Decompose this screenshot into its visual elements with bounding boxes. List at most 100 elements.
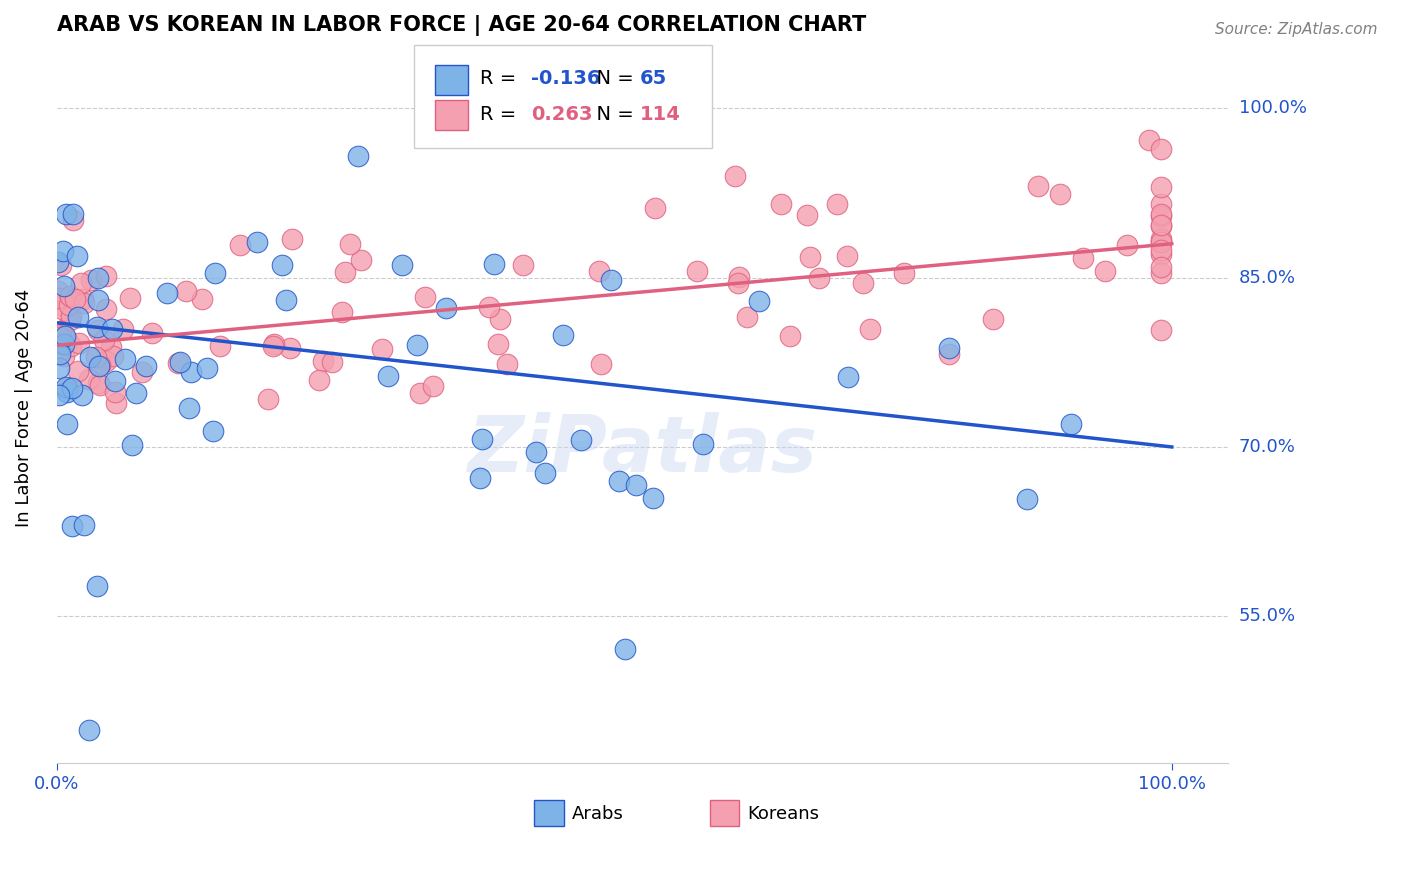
- Point: [1116, 238, 1139, 252]
- Point: [471, 432, 494, 446]
- Point: [104, 385, 127, 400]
- Point: [339, 237, 361, 252]
- Point: [51, 336, 73, 351]
- Point: [1071, 251, 1094, 265]
- Point: [131, 366, 153, 380]
- Point: [470, 471, 492, 485]
- Point: [53, 337, 76, 351]
- Text: N =: N =: [583, 70, 640, 88]
- Point: [728, 270, 751, 285]
- Point: [478, 300, 501, 314]
- Point: [312, 354, 335, 368]
- Point: [422, 379, 444, 393]
- Point: [72, 292, 94, 306]
- Point: [495, 357, 517, 371]
- Point: [49, 324, 72, 338]
- Point: [391, 258, 413, 272]
- Point: [893, 266, 915, 280]
- Point: [271, 259, 294, 273]
- Point: [614, 641, 637, 656]
- Point: [46, 255, 69, 269]
- Point: [727, 276, 749, 290]
- Text: R =: R =: [481, 70, 523, 88]
- Point: [66, 310, 89, 324]
- Point: [686, 264, 709, 278]
- Point: [644, 201, 666, 215]
- Point: [553, 328, 575, 343]
- Point: [796, 209, 818, 223]
- Point: [180, 365, 202, 379]
- Point: [87, 271, 110, 285]
- Point: [60, 338, 83, 352]
- Point: [278, 341, 301, 355]
- FancyBboxPatch shape: [710, 800, 740, 826]
- Point: [779, 329, 801, 343]
- Point: [983, 311, 1005, 326]
- Point: [229, 238, 252, 252]
- Point: [641, 491, 664, 505]
- Point: [77, 723, 100, 738]
- Point: [53, 329, 76, 343]
- Point: [246, 235, 269, 250]
- Point: [1094, 264, 1116, 278]
- Point: [262, 339, 284, 353]
- Point: [70, 276, 93, 290]
- Point: [141, 326, 163, 340]
- Point: [135, 359, 157, 373]
- Point: [93, 333, 115, 347]
- Point: [53, 302, 76, 317]
- Point: [1060, 417, 1083, 432]
- Point: [276, 293, 298, 307]
- Point: [62, 213, 84, 227]
- Point: [73, 296, 96, 310]
- Point: [1149, 235, 1171, 249]
- Point: [59, 289, 82, 303]
- Point: [101, 349, 124, 363]
- FancyBboxPatch shape: [534, 800, 564, 826]
- Point: [94, 268, 117, 283]
- Point: [1015, 492, 1038, 507]
- Point: [257, 392, 280, 406]
- Point: [408, 386, 430, 401]
- Point: [48, 361, 70, 376]
- Point: [1149, 219, 1171, 234]
- Point: [413, 290, 436, 304]
- Point: [56, 333, 79, 347]
- Point: [1149, 266, 1171, 280]
- Point: [89, 358, 111, 372]
- Point: [114, 352, 136, 367]
- Point: [55, 417, 77, 431]
- Text: Arabs: Arabs: [572, 805, 624, 822]
- Point: [49, 258, 72, 272]
- Point: [86, 579, 108, 593]
- Point: [482, 257, 505, 271]
- Point: [204, 267, 226, 281]
- Point: [48, 388, 70, 402]
- Point: [1149, 143, 1171, 157]
- Point: [79, 350, 101, 364]
- Point: [46, 327, 69, 342]
- Point: [799, 250, 821, 264]
- Point: [837, 249, 859, 263]
- Point: [60, 309, 83, 323]
- Point: [335, 265, 357, 279]
- Point: [79, 273, 101, 287]
- Point: [46, 291, 69, 305]
- Point: [52, 244, 75, 258]
- Point: [1049, 187, 1071, 202]
- Point: [1149, 218, 1171, 232]
- Point: [59, 289, 82, 303]
- FancyBboxPatch shape: [434, 100, 468, 130]
- Point: [1139, 133, 1161, 147]
- Text: 85.0%: 85.0%: [1239, 268, 1296, 286]
- Point: [62, 206, 84, 220]
- Point: [308, 373, 330, 387]
- Point: [100, 322, 122, 336]
- FancyBboxPatch shape: [413, 45, 713, 148]
- Point: [263, 337, 285, 351]
- Point: [533, 467, 555, 481]
- Point: [176, 284, 198, 298]
- Point: [86, 320, 108, 334]
- Point: [67, 335, 90, 350]
- Point: [55, 207, 77, 221]
